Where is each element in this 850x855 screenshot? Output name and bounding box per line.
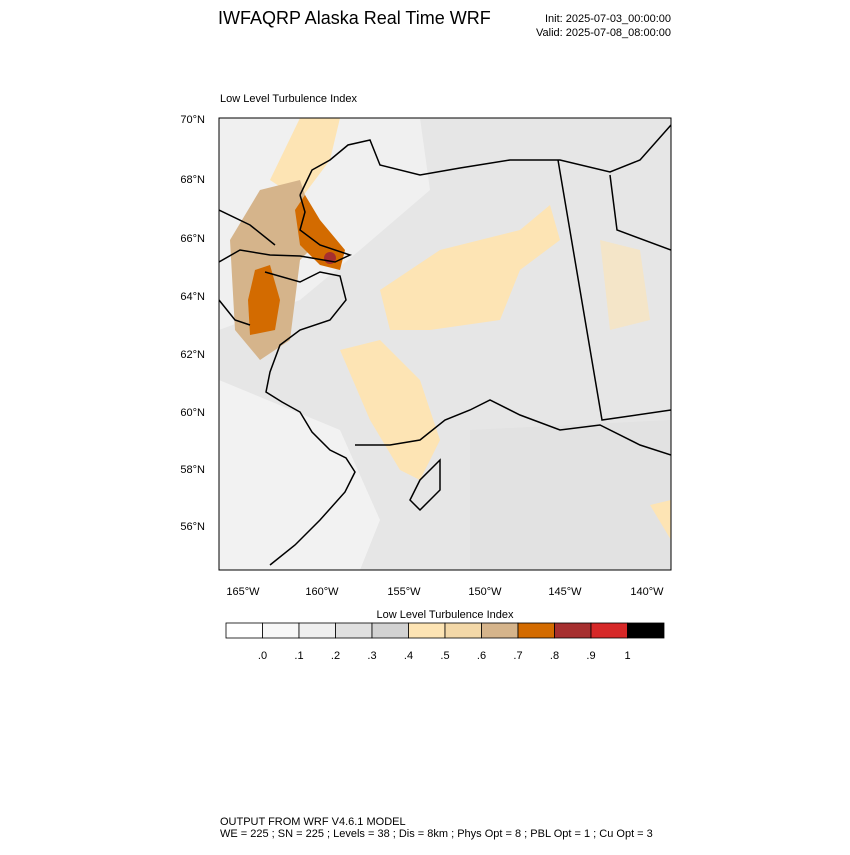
lat-label: 62°N: [180, 349, 205, 361]
colorbar-box: [408, 622, 446, 639]
colorbar-box: [371, 622, 409, 639]
colorbar-label: .8: [550, 650, 559, 662]
lat-label: 66°N: [180, 233, 205, 245]
footer-line: OUTPUT FROM WRF V4.6.1 MODEL: [220, 816, 406, 828]
colorbar-title: Low Level Turbulence Index: [377, 609, 514, 621]
lon-label: 140°W: [630, 586, 664, 598]
lon-label: 150°W: [468, 586, 502, 598]
colorbar-box: [335, 622, 373, 639]
lon-label: 145°W: [548, 586, 582, 598]
lat-label: 60°N: [180, 407, 205, 419]
colorbar-label: .9: [586, 650, 595, 662]
colorbar-label: .6: [477, 650, 486, 662]
lat-labels: 70°N 68°N 66°N 64°N 62°N 60°N 58°N 56°N: [180, 114, 205, 533]
colorbar-label: .5: [440, 650, 449, 662]
colorbar-box: [590, 622, 628, 639]
map-title: Low Level Turbulence Index: [220, 93, 357, 105]
lat-label: 70°N: [180, 114, 205, 126]
colorbar-box: [298, 622, 336, 639]
colorbar-box: [444, 622, 482, 639]
colorbar-label: .2: [331, 650, 340, 662]
colorbar-box: [262, 622, 300, 639]
init-time: Init: 2025-07-03_00:00:00: [545, 13, 671, 25]
colorbar-box: [627, 622, 665, 639]
valid-time: Valid: 2025-07-08_08:00:00: [536, 27, 671, 39]
colorbar-label: .0: [258, 650, 267, 662]
map-frame: [218, 117, 672, 571]
colorbar-box: [481, 622, 519, 639]
colorbar-label: 1: [624, 650, 630, 662]
colorbar-label: .7: [513, 650, 522, 662]
lat-label: 56°N: [180, 521, 205, 533]
lon-labels: 165°W 160°W 155°W 150°W 145°W 140°W: [226, 586, 664, 598]
colorbar-label: .1: [294, 650, 303, 662]
page-title: IWFAQRP Alaska Real Time WRF: [218, 8, 491, 28]
colorbar-box: [517, 622, 555, 639]
footer-line: WE = 225 ; SN = 225 ; Levels = 38 ; Dis …: [220, 828, 653, 840]
colorbar: .0 .1 .2 .3 .4 .5 .6 .7 .8 .9 1: [225, 622, 665, 662]
colorbar-box: [554, 622, 592, 639]
lon-label: 155°W: [387, 586, 421, 598]
coastlines: [219, 124, 671, 566]
lon-label: 165°W: [226, 586, 260, 598]
lat-label: 58°N: [180, 464, 205, 476]
lat-label: 64°N: [180, 291, 205, 303]
lat-label: 68°N: [180, 174, 205, 186]
colorbar-box: [225, 622, 263, 639]
map-field: [219, 118, 671, 570]
colorbar-label: .4: [404, 650, 413, 662]
lon-label: 160°W: [305, 586, 339, 598]
colorbar-label: .3: [367, 650, 376, 662]
